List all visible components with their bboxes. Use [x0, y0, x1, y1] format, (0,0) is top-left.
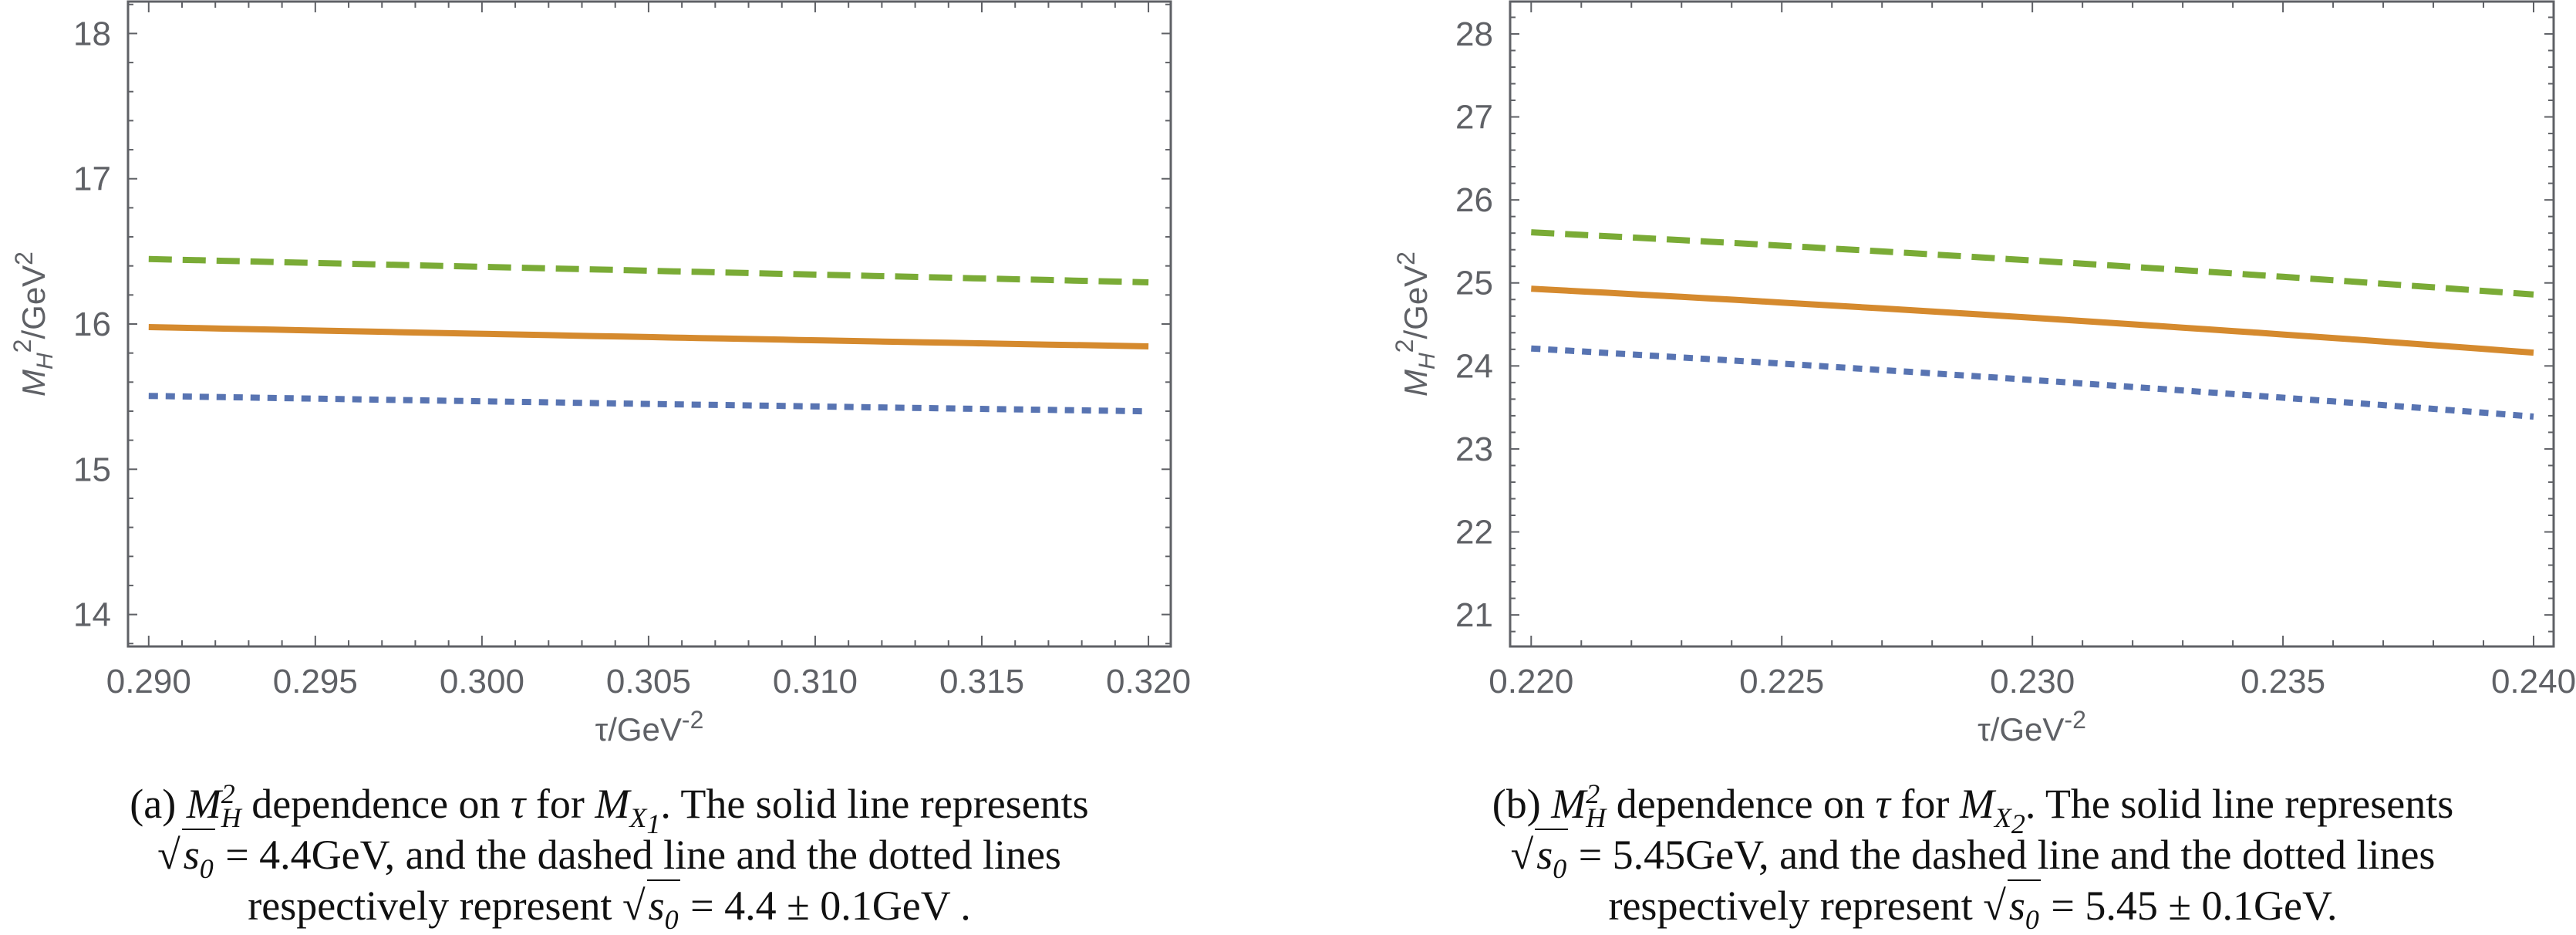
series-line-dashed	[1531, 229, 2534, 298]
mh2-symbol: M2H	[186, 778, 241, 833]
y-tick-label: 24	[1455, 347, 1493, 385]
y-tick-label: 17	[73, 160, 111, 198]
caption-a-line-2: √s0 = 4.4GeV, and the dashed line and th…	[0, 829, 1219, 883]
sqrt-s0: s0	[2007, 879, 2041, 933]
y-tick-label: 28	[1455, 15, 1493, 53]
plot-frame	[1509, 0, 2555, 648]
x-tick-label: 0.230	[1990, 663, 2075, 700]
y-tick-label: 21	[1455, 596, 1493, 634]
y-tick-label: 15	[73, 451, 111, 488]
series-line-dotted	[148, 393, 1149, 415]
plot-frame	[126, 0, 1172, 648]
sqrt-s0: s0	[646, 879, 680, 933]
mh2-symbol: M2H	[1551, 778, 1607, 833]
y-tick-label: 16	[73, 305, 111, 343]
y-axis-label: MH2/GeV2	[8, 251, 58, 397]
y-tick-label: 14	[73, 596, 111, 634]
caption-b-line-3: respectively represent √s0 = 5.45 ± 0.1G…	[1364, 879, 2576, 933]
y-axis-label: MH2/GeV2	[1391, 251, 1440, 397]
caption-b-line-2: √s0 = 5.45GeV, and the dashed line and t…	[1364, 829, 2576, 883]
plot-panel-b: 0.220 0.225 0.230 0.235 0.240 21 22 23 24 25 26 27 2…	[1391, 0, 2576, 748]
x-tick-label: 0.320	[1106, 663, 1191, 700]
plot-panel-a: 0.290 0.295 0.300 0.305 0.310 0.315 0.320 14 15 1…	[8, 0, 1191, 748]
sqrt-s0: s0	[181, 829, 215, 883]
x-tick-label: 0.235	[2241, 663, 2325, 700]
caption-a-line-1: (a) M2H dependence on τ for MX1. The sol…	[130, 778, 1089, 839]
x-tick-label: 0.225	[1739, 663, 1824, 700]
series-line-dotted	[1531, 345, 2534, 420]
x-axis-label: τ/GeV-2	[595, 706, 704, 748]
caption-tag: (a)	[130, 781, 177, 827]
y-tick-label: 22	[1455, 514, 1493, 552]
x-tick-label: 0.300	[440, 663, 524, 700]
series-line-dashed	[148, 255, 1149, 285]
x-tick-label: 0.315	[939, 663, 1024, 700]
x-tick-label: 0.295	[273, 663, 358, 700]
y-tick-label: 18	[73, 15, 111, 52]
x-tick-label: 0.310	[773, 663, 858, 700]
caption-a-line-3: respectively represent √s0 = 4.4 ± 0.1Ge…	[0, 879, 1219, 933]
mx-symbol: MX2	[1959, 781, 2025, 839]
mx-symbol: MX1	[595, 781, 661, 839]
y-tick-label: 26	[1455, 181, 1493, 219]
x-tick-label: 0.240	[2491, 663, 2576, 700]
series-line-solid	[148, 324, 1149, 349]
caption-a: (a) M2H dependence on τ for MX1. The sol…	[0, 778, 1219, 933]
y-tick-label: 27	[1455, 99, 1493, 137]
caption-tag: (b)	[1492, 781, 1541, 827]
y-tick-label: 25	[1455, 265, 1493, 302]
sqrt-s0: s0	[1535, 829, 1569, 883]
x-tick-label: 0.290	[106, 663, 191, 700]
caption-b-line-1: (b) M2H dependence on τ for MX2. The sol…	[1492, 778, 2454, 839]
series-line-solid	[1531, 285, 2534, 356]
x-tick-label: 0.220	[1489, 663, 1573, 700]
x-axis-label: τ/GeV-2	[1978, 706, 2086, 748]
y-tick-label: 23	[1455, 430, 1493, 468]
caption-b: (b) M2H dependence on τ for MX2. The sol…	[1364, 778, 2576, 933]
x-tick-label: 0.305	[606, 663, 691, 700]
